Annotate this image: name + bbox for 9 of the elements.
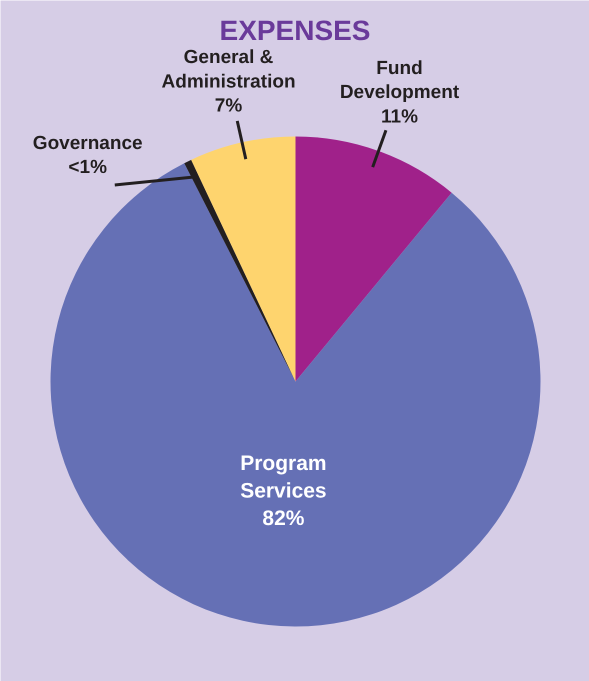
slice-label: Governance xyxy=(32,132,143,154)
slice-label: Program Services xyxy=(240,452,327,503)
data-label: <1% xyxy=(68,157,108,178)
slice-label: Fund Development xyxy=(340,58,460,104)
slice-label: General & Administration xyxy=(162,47,296,92)
data-label: 11% xyxy=(381,106,418,128)
chart-title: EXPENSES xyxy=(220,15,370,46)
data-label: 82% xyxy=(262,507,305,530)
data-label: 7% xyxy=(214,96,242,117)
